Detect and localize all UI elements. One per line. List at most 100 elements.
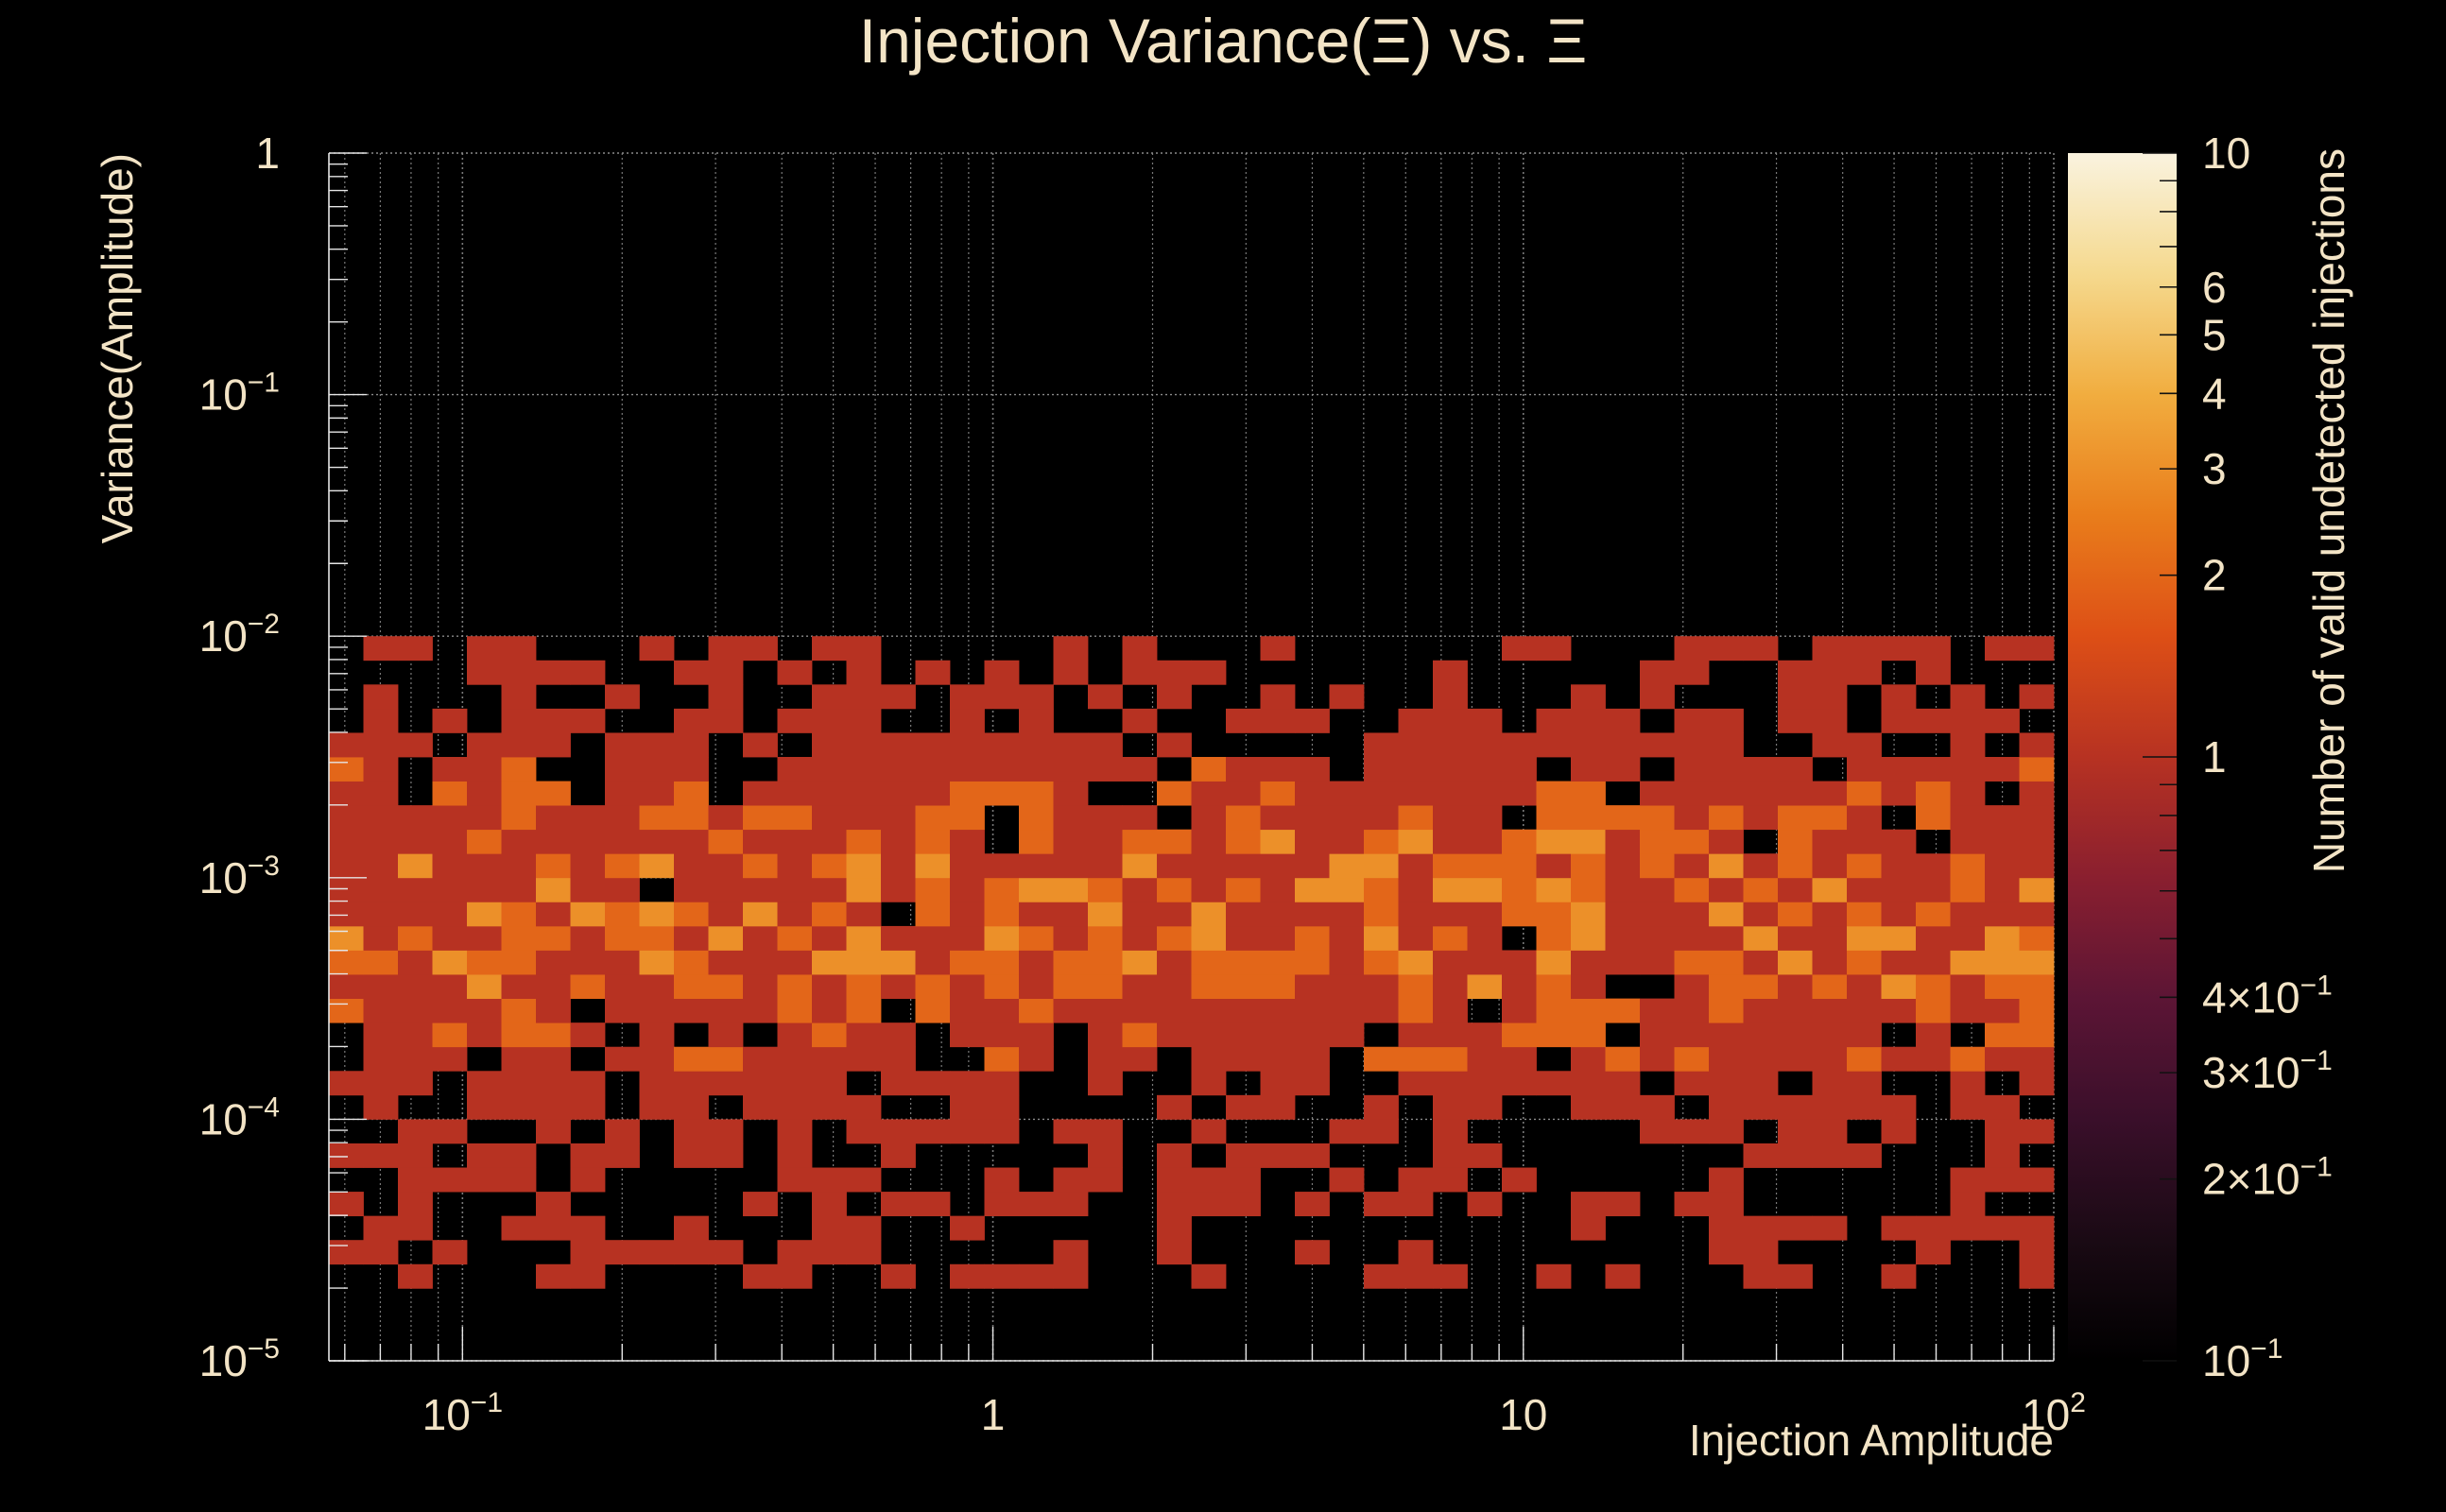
heatmap-cell: [984, 902, 1020, 927]
heatmap-cell: [501, 732, 537, 758]
heatmap-cell: [1295, 1071, 1330, 1096]
heatmap-cell: [915, 660, 951, 685]
heatmap-cell: [984, 925, 1020, 951]
heatmap-cell: [1536, 805, 1572, 831]
heatmap-cell: [1812, 1143, 1848, 1168]
heatmap-cell: [1674, 925, 1710, 951]
heatmap-cell: [915, 877, 951, 902]
heatmap-cell: [708, 974, 744, 999]
heatmap-cell: [1398, 805, 1434, 831]
heatmap-cell: [1329, 1119, 1365, 1144]
heatmap-cell: [605, 877, 640, 902]
heatmap-cell: [1053, 636, 1089, 662]
heatmap-cell: [1778, 1022, 1813, 1048]
heatmap-cell: [1985, 853, 2020, 879]
heatmap-cell: [777, 660, 813, 685]
heatmap-cell: [1674, 636, 1710, 662]
heatmap-cell: [950, 757, 985, 782]
heatmap-cell: [398, 1071, 433, 1096]
heatmap-cell: [1088, 950, 1123, 975]
heatmap-cell: [1191, 1192, 1227, 1217]
heatmap-cell: [1812, 660, 1848, 685]
heatmap-cell: [1950, 1167, 1986, 1193]
heatmap-cell: [743, 1071, 778, 1096]
heatmap-cell: [2019, 1071, 2055, 1096]
heatmap-cell: [1122, 708, 1158, 733]
heatmap-cell: [674, 829, 709, 854]
heatmap-cell: [743, 1094, 778, 1120]
heatmap-cell: [708, 684, 744, 710]
heatmap-cell: [1985, 1094, 2020, 1120]
heatmap-cell: [1847, 757, 1882, 782]
heatmap-cell: [1916, 636, 1951, 662]
heatmap-cell: [398, 974, 433, 999]
color-scale-tick-label: 1: [2202, 732, 2227, 782]
heatmap-cell: [432, 902, 468, 927]
heatmap-cell: [1122, 998, 1158, 1023]
heatmap-cell: [1260, 950, 1296, 975]
heatmap-cell: [708, 853, 744, 879]
heatmap-cell: [674, 1119, 709, 1144]
heatmap-cell: [1157, 998, 1192, 1023]
heatmap-cell: [674, 925, 709, 951]
heatmap-cell: [1157, 974, 1192, 999]
heatmap-cell: [1916, 877, 1951, 902]
heatmap-cell: [1191, 829, 1227, 854]
heatmap-cell: [1950, 757, 1986, 782]
heatmap-cell: [674, 1143, 709, 1168]
heatmap-cell: [398, 636, 433, 662]
heatmap-cell: [1019, 877, 1054, 902]
heatmap-cell: [536, 660, 571, 685]
heatmap-cell: [915, 853, 951, 879]
heatmap-cell: [812, 877, 847, 902]
heatmap-cell: [1122, 974, 1158, 999]
y-tick-label: 10−5: [199, 1333, 280, 1385]
heatmap-cell: [915, 902, 951, 927]
heatmap-cell: [467, 998, 502, 1023]
heatmap-cell: [467, 1167, 502, 1193]
heatmap-cell: [1743, 925, 1779, 951]
heatmap-cell: [1571, 708, 1606, 733]
heatmap-cell: [777, 902, 813, 927]
heatmap-cell: [881, 781, 916, 806]
heatmap-cell: [329, 998, 364, 1023]
heatmap-cell: [1260, 1022, 1296, 1048]
heatmap-cell: [1812, 1022, 1848, 1048]
heatmap-cell: [1571, 829, 1606, 854]
heatmap-cell: [1226, 1022, 1261, 1048]
y-axis-label: Variance(Amplitude): [93, 153, 142, 543]
heatmap-cell: [1398, 757, 1434, 782]
heatmap-cell: [398, 829, 433, 854]
heatmap-cell: [1226, 1167, 1261, 1193]
heatmap-cell: [1950, 684, 1986, 710]
heatmap-cell: [1122, 877, 1158, 902]
heatmap-cell: [398, 1022, 433, 1048]
heatmap-cell: [1778, 998, 1813, 1023]
heatmap-cell: [570, 974, 606, 999]
heatmap-cell: [1053, 998, 1089, 1023]
heatmap-cell: [1605, 708, 1641, 733]
heatmap-cell: [674, 974, 709, 999]
heatmap-cell: [1985, 636, 2020, 662]
heatmap-cell: [1122, 660, 1158, 685]
color-scale-tick-label: 4×10−1: [2202, 970, 2333, 1022]
heatmap-cell: [605, 805, 640, 831]
heatmap-cell: [1605, 1094, 1641, 1120]
heatmap-cell: [743, 877, 778, 902]
heatmap-cell: [1881, 950, 1917, 975]
heatmap-cell: [501, 1046, 537, 1072]
heatmap-cell: [1778, 781, 1813, 806]
heatmap-cell: [777, 1046, 813, 1072]
x-tick-label: 10−1: [422, 1387, 503, 1439]
heatmap-cell: [467, 950, 502, 975]
heatmap-cell: [1433, 925, 1468, 951]
heatmap-cell: [1260, 877, 1296, 902]
heatmap-cell: [363, 853, 399, 879]
heatmap-cell: [1433, 1119, 1468, 1144]
heatmap-cell: [1364, 781, 1399, 806]
heatmap-cell: [1467, 1071, 1503, 1096]
heatmap-cell: [1778, 757, 1813, 782]
heatmap-cell: [1950, 708, 1986, 733]
heatmap-cell: [846, 1167, 882, 1193]
heatmap-cell: [881, 1046, 916, 1072]
